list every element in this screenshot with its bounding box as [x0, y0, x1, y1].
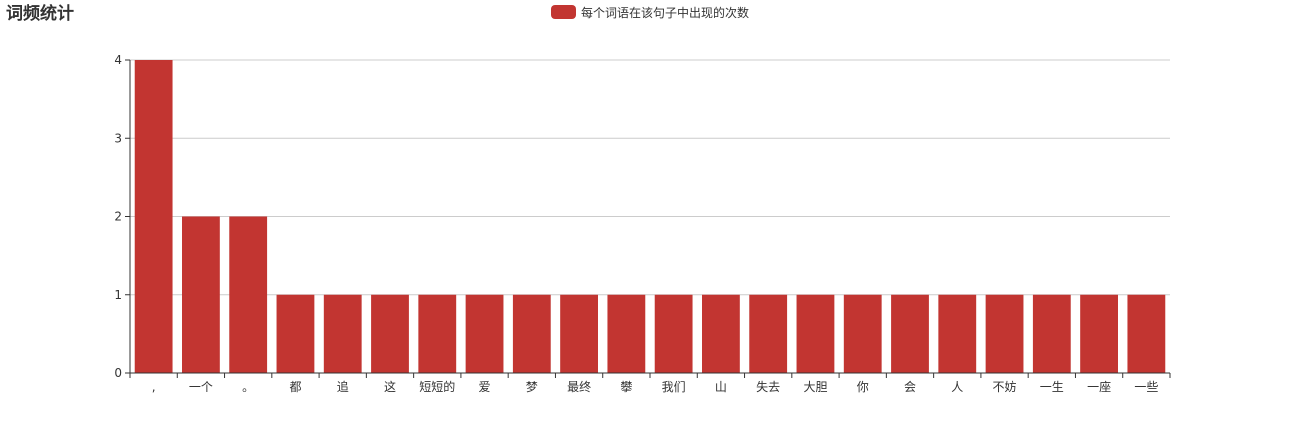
bar[interactable] [1127, 294, 1166, 373]
bar[interactable] [182, 216, 220, 374]
x-tick-label: 一个 [189, 380, 213, 394]
bar[interactable] [985, 294, 1024, 373]
x-tick-label: 你 [857, 380, 869, 394]
x-tick-label: 追 [337, 379, 349, 394]
bar[interactable] [371, 294, 409, 373]
bar[interactable] [1080, 294, 1118, 373]
x-tick-label: 山 [715, 380, 727, 394]
bar[interactable] [276, 294, 315, 373]
bar[interactable] [465, 294, 504, 373]
bar[interactable] [796, 294, 835, 373]
x-tick-label: 都 [289, 380, 301, 394]
bar[interactable] [229, 216, 268, 374]
bar[interactable] [323, 294, 362, 373]
x-tick-label: 这 [384, 379, 396, 394]
grid-lines [130, 59, 1170, 296]
x-tick-label: 大胆 [803, 380, 827, 394]
x-tick-label: 梦 [526, 380, 538, 394]
y-tick-label: 2 [114, 210, 122, 224]
x-tick-label: 。 [242, 380, 254, 394]
bar[interactable] [1032, 294, 1071, 373]
x-tick-label: 攀 [620, 380, 632, 394]
bar[interactable] [843, 294, 882, 373]
x-tick-label: 不妨 [993, 379, 1017, 394]
legend[interactable]: 每个词语在该句子中出现的次数 [551, 3, 749, 21]
x-tick-label: 一生 [1040, 380, 1064, 394]
legend-swatch [551, 5, 576, 19]
x-tick-label: , [152, 380, 156, 394]
x-tick-label: 爱 [479, 380, 491, 394]
x-tick-label: 失去 [756, 379, 780, 394]
bar[interactable] [938, 294, 977, 373]
x-tick-label: 我们 [662, 379, 686, 394]
bar[interactable] [418, 294, 457, 373]
bar[interactable] [749, 294, 788, 373]
x-tick-label: 一些 [1134, 380, 1158, 394]
x-tick-label: 一座 [1087, 379, 1111, 394]
y-tick-label: 4 [114, 53, 122, 67]
x-tick-label: 短短的 [419, 379, 455, 394]
bars [134, 60, 1166, 374]
x-tick-label: 最终 [567, 379, 591, 394]
bar[interactable] [891, 294, 929, 373]
bar[interactable] [512, 294, 551, 373]
bar[interactable] [654, 294, 693, 373]
y-tick-label: 3 [114, 131, 122, 145]
chart-title: 词频统计 [6, 4, 74, 24]
bar[interactable] [134, 60, 173, 373]
y-tick-label: 1 [114, 288, 122, 302]
bar[interactable] [702, 294, 740, 373]
x-tick-label: 人 [951, 380, 963, 394]
axes: 0 1 2 3 4, 一个 。 都 追 这 短短的 爱 梦 最终 攀 我们 山 失去 大胆 你 会 人 不妨 一生 一座 一些 [114, 53, 1171, 394]
y-tick-label: 0 [114, 366, 122, 380]
bar[interactable] [607, 294, 646, 373]
bar[interactable] [560, 294, 598, 373]
x-tick-label: 会 [904, 380, 916, 394]
legend-label: 每个词语在该句子中出现的次数 [581, 5, 750, 20]
